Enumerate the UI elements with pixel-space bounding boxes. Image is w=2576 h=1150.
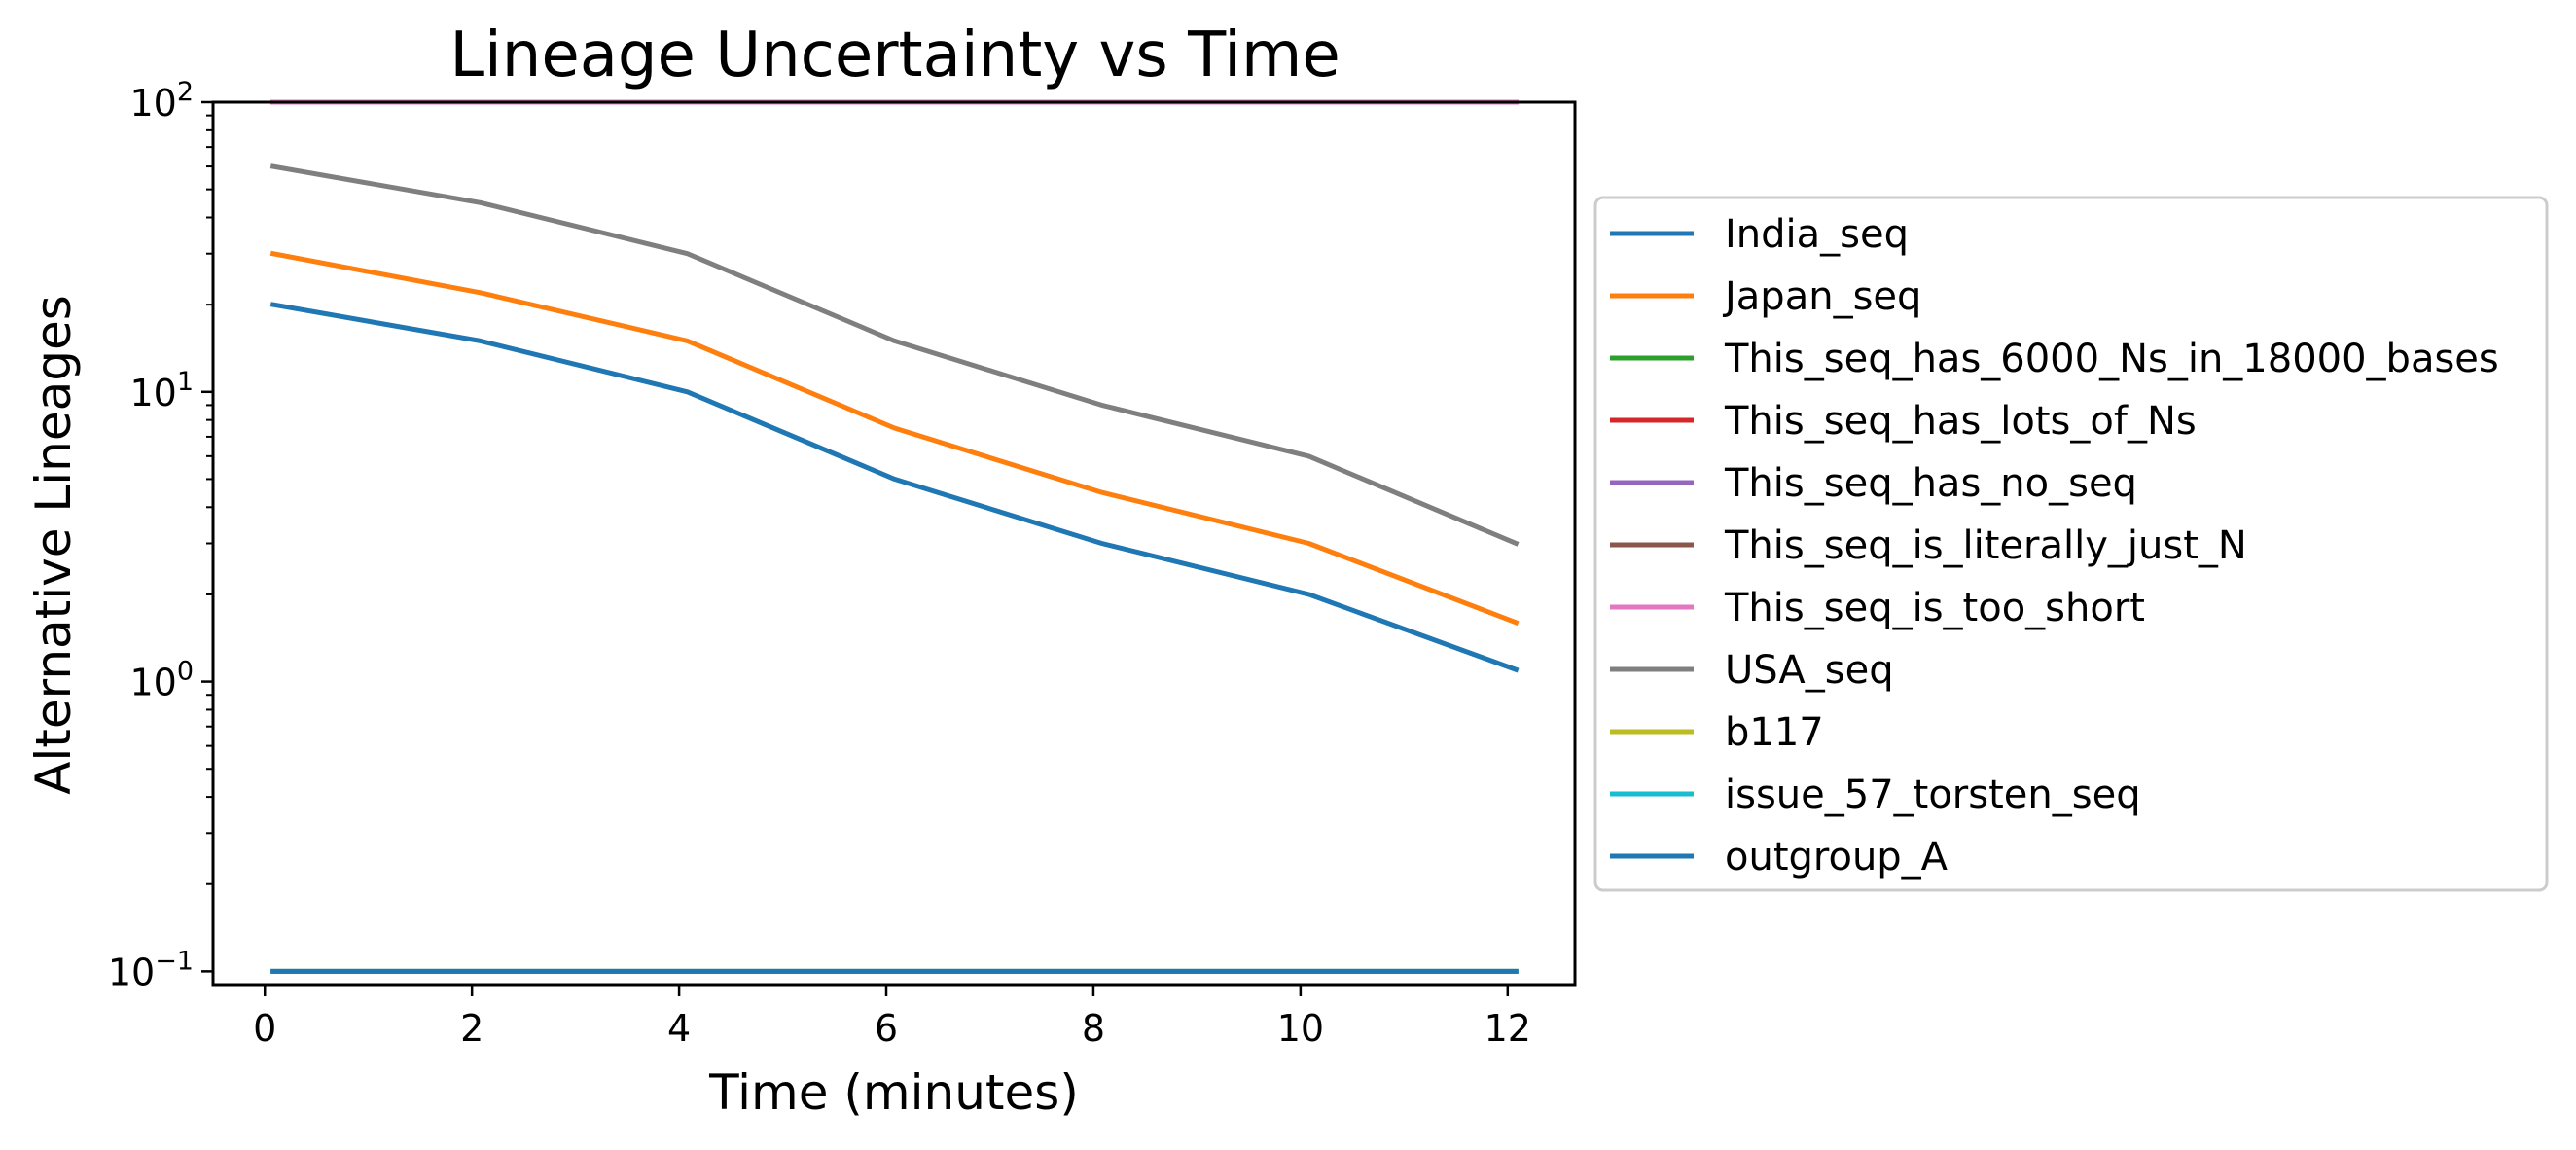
series-layer (269, 99, 1520, 974)
y-tick-base: 10 (129, 372, 176, 414)
legend-label-10: outgroup_A (1725, 835, 1949, 880)
legend-label-5: This_seq_is_literally_just_N (1724, 523, 2247, 568)
legend-label-8: b117 (1725, 710, 1824, 755)
legend-label-4: This_seq_has_no_seq (1724, 461, 2137, 506)
legend-box (1593, 196, 2549, 892)
y-tick-exponent: 2 (177, 77, 194, 107)
legend-label-0: India_seq (1725, 212, 1909, 257)
x-tick-label: 12 (1485, 1007, 1531, 1050)
y-tick-base: 10 (129, 82, 176, 125)
y-tick-label: 10−1 (108, 946, 194, 993)
legend-label-3: This_seq_has_lots_of_Ns (1724, 399, 2197, 444)
legend-label-1: Japan_seq (1722, 274, 1921, 319)
x-tick-label: 8 (1082, 1007, 1105, 1050)
x-axis-label: Time (minutes) (708, 1064, 1079, 1121)
y-axis-label: Alternative Lineages (25, 295, 82, 795)
x-tick-label: 0 (253, 1007, 276, 1050)
legend-label-9: issue_57_torsten_seq (1725, 773, 2141, 817)
series-line-7 (269, 163, 1520, 547)
y-tick-label: 102 (129, 77, 194, 125)
series-line-0 (269, 302, 1520, 673)
legend-label-2: This_seq_has_6000_Ns_in_18000_bases (1724, 337, 2499, 381)
legend-label-6: This_seq_is_too_short (1724, 586, 2145, 630)
x-tick-label: 6 (875, 1007, 898, 1050)
y-tick-base: 10 (129, 662, 176, 704)
x-axis: 0 2 4 6 8 10 12 (253, 985, 1531, 1050)
x-tick-label: 4 (667, 1007, 691, 1050)
y-tick-label: 100 (129, 657, 194, 704)
y-tick-base: 10 (108, 951, 155, 993)
x-tick-label: 10 (1277, 1007, 1324, 1050)
y-tick-label: 101 (129, 367, 194, 414)
plot-frame (211, 100, 1577, 987)
x-tick-label: 2 (460, 1007, 483, 1050)
y-tick-exponent: 0 (177, 657, 194, 687)
series-line-1 (269, 250, 1520, 627)
legend: India_seq Japan_seq This_seq_has_6000_Ns_i… (1593, 196, 2549, 892)
chart-title: Lineage Uncertainty vs Time (449, 19, 1340, 91)
y-tick-exponent: 1 (177, 367, 194, 397)
legend-label-7: USA_seq (1725, 648, 1894, 693)
y-tick-exponent: −1 (155, 946, 194, 976)
